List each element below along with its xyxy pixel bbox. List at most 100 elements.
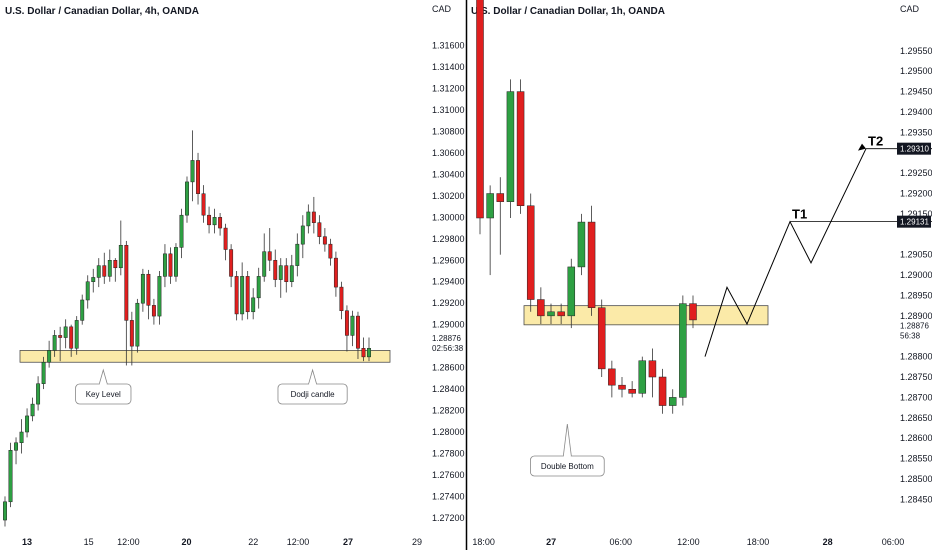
candle-body-up: [107, 260, 112, 277]
candle: [157, 271, 162, 325]
candle-body-down: [608, 368, 616, 386]
candle: [190, 130, 195, 202]
price-tag: [897, 215, 931, 228]
bar-countdown-label: 02:56:38: [432, 344, 464, 353]
candle-body-up: [52, 335, 57, 351]
candle-body-up: [190, 160, 195, 183]
candle: [356, 311, 360, 360]
y-tick-label: 1.30400: [432, 169, 465, 179]
candle: [36, 376, 41, 411]
candle: [25, 408, 30, 438]
candle: [162, 244, 167, 288]
candle-body-down: [311, 211, 316, 223]
candle: [58, 326, 63, 362]
candle: [207, 206, 212, 234]
candle: [251, 288, 256, 320]
candle: [628, 381, 636, 398]
candle-body-down: [328, 243, 333, 259]
candle: [273, 249, 278, 288]
y-tick-label: 1.31600: [432, 41, 465, 51]
candle: [85, 275, 90, 309]
candle: [638, 356, 647, 398]
candle: [113, 258, 118, 282]
candle: [476, 0, 484, 235]
candle-body-down: [124, 244, 129, 321]
candle: [245, 271, 250, 320]
candle-body-up: [63, 326, 68, 338]
y-tick-label: 1.28650: [900, 413, 932, 423]
annotation-callout: Dodji candle: [277, 368, 348, 405]
target-label: T2: [868, 134, 883, 149]
candle: [256, 267, 261, 309]
y-tick-label: 1.28950: [900, 290, 932, 300]
candle: [496, 177, 505, 255]
candle-body-down: [151, 305, 156, 317]
candle-body-up: [14, 442, 18, 451]
x-tick-label: 06:00: [610, 537, 633, 547]
candle-body-up: [91, 277, 96, 282]
candle-body-up: [212, 217, 217, 226]
y-tick-label: 1.27800: [432, 448, 465, 458]
y-tick-label: 1.28600: [900, 433, 932, 443]
y-tick-label: 1.29000: [432, 320, 465, 330]
candle: [295, 233, 300, 277]
y-tick-label: 1.29800: [432, 234, 465, 244]
candle: [547, 303, 555, 325]
candle-body-down: [537, 299, 545, 317]
candle-body-up: [367, 348, 371, 358]
candle-body-down: [113, 260, 118, 269]
candle: [96, 258, 101, 288]
projected-arrowhead: [858, 143, 866, 151]
candle: [597, 299, 606, 378]
candle: [300, 215, 305, 259]
left-chart-4h: U.S. Dollar / Canadian Dollar, 4h, OANDA…: [3, 4, 465, 547]
candle: [74, 316, 79, 355]
candle: [306, 204, 311, 234]
x-tick-label: 06:00: [882, 537, 905, 547]
left-currency-label: CAD: [432, 4, 452, 14]
candle-body-up: [240, 276, 245, 315]
callout-pointer: [562, 423, 572, 457]
y-tick-label: 1.28400: [432, 384, 465, 394]
candle: [102, 252, 107, 284]
x-tick-label: 18:00: [747, 537, 770, 547]
candle-body-up: [96, 265, 101, 278]
x-tick-label: 29: [412, 537, 422, 547]
y-tick-label: 1.28900: [900, 311, 932, 321]
candle-body-up: [118, 244, 123, 269]
price-tag: [897, 142, 931, 155]
y-tick-label: 1.29550: [900, 46, 932, 56]
annotation-callout: Double Bottom: [530, 423, 605, 477]
y-tick-label: 1.28500: [900, 474, 932, 484]
candle-body-down: [516, 91, 525, 207]
y-tick-label: 1.30800: [432, 126, 465, 136]
callout-label: Dodji candle: [291, 390, 336, 399]
candle-body-down: [229, 249, 234, 277]
candle-body-up: [85, 281, 90, 301]
candle: [648, 348, 657, 398]
candle: [41, 356, 46, 390]
candle-body-down: [267, 251, 272, 261]
candle-body-up: [567, 266, 576, 317]
candle: [278, 258, 283, 298]
candle-body-up: [179, 214, 184, 248]
candle-body-up: [36, 383, 41, 405]
candle-body-down: [273, 260, 278, 280]
candle: [140, 268, 145, 312]
candle-body-up: [506, 91, 515, 202]
candle-body-down: [223, 227, 228, 250]
candle: [118, 220, 123, 276]
x-tick-label: 28: [823, 537, 833, 547]
candle-body-up: [679, 303, 687, 398]
candle: [506, 79, 515, 218]
candle-body-down: [207, 214, 212, 226]
candle: [63, 319, 68, 349]
y-tick-label: 1.31400: [432, 62, 465, 72]
candle-body-down: [245, 276, 250, 313]
candle: [179, 208, 184, 259]
candle: [526, 193, 535, 312]
candle: [486, 185, 494, 276]
y-tick-label: 1.27600: [432, 470, 465, 480]
x-tick-label: 27: [546, 537, 556, 547]
x-tick-label: 13: [22, 537, 32, 547]
